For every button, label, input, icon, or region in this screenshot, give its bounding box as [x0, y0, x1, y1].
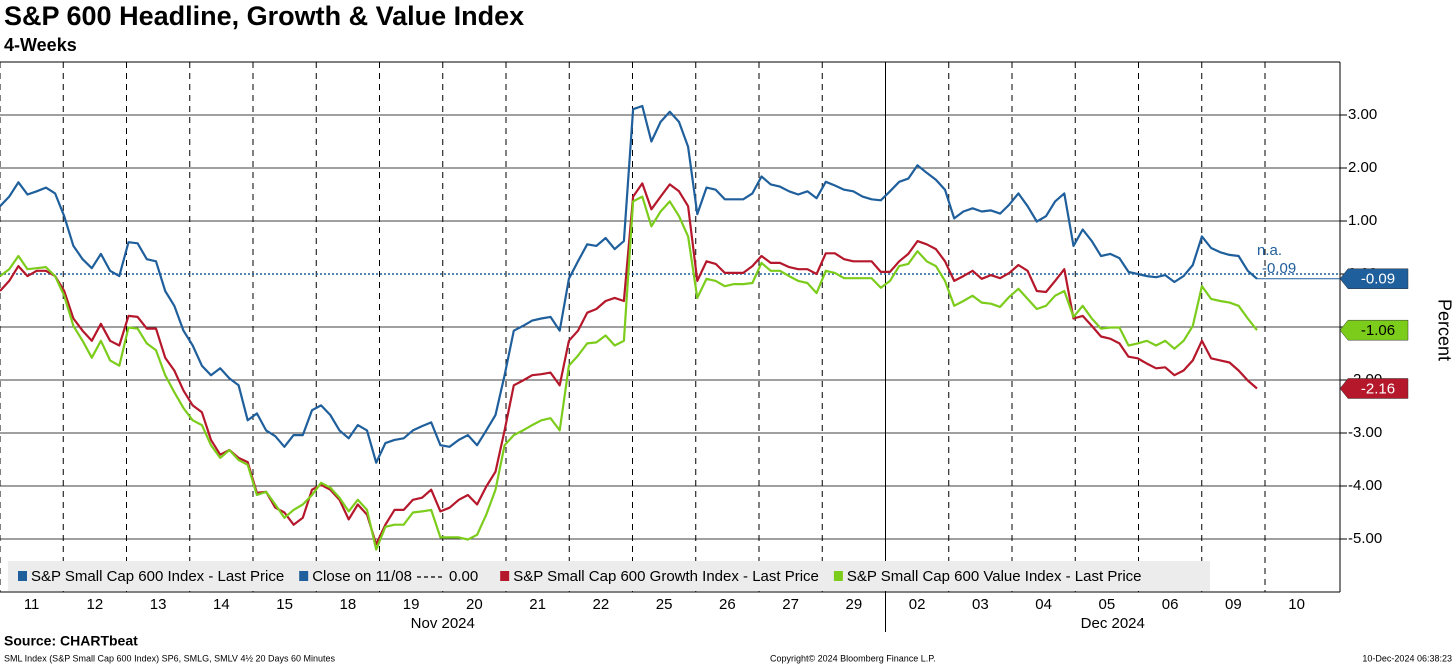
x-group-label: Dec 2024 [1081, 615, 1145, 632]
timestamp: 10-Dec-2024 06:38:23 [1362, 653, 1452, 663]
legend-swatch [833, 571, 843, 581]
y-tick-label: -5.00 [1348, 530, 1382, 547]
source: Source: CHARTbeat [4, 633, 138, 649]
legend-box [8, 561, 1210, 591]
series-line [0, 195, 1258, 551]
series-line [0, 104, 1258, 464]
legend-swatch [299, 571, 309, 581]
annotation: n.a. [1257, 242, 1282, 259]
x-tick-label: 03 [972, 596, 989, 613]
x-tick-label: 25 [656, 596, 673, 613]
y-tick-label: 3.00 [1348, 106, 1377, 123]
x-tick-label: 11 [24, 596, 40, 613]
chart-title: S&P 600 Headline, Growth & Value Index [4, 1, 524, 31]
last-value-label: -0.09 [1361, 271, 1395, 288]
x-tick-label: 19 [403, 596, 420, 613]
last-value-badge [1339, 319, 1409, 341]
last-value-badge [1339, 378, 1409, 399]
y-tick-label: -4.00 [1348, 477, 1382, 494]
x-tick-label: 12 [87, 596, 104, 613]
x-group-label: Nov 2024 [411, 615, 475, 632]
x-tick-label: 10 [1288, 596, 1305, 613]
y-tick-label: 2.00 [1348, 159, 1377, 176]
x-tick-label: 20 [466, 596, 483, 613]
x-tick-label: 13 [150, 596, 167, 613]
x-tick-label: 14 [213, 596, 230, 613]
x-tick-label: 21 [529, 596, 546, 613]
x-tick-label: 06 [1162, 596, 1179, 613]
copyright: Copyright© 2024 Bloomberg Finance L.P. [770, 653, 936, 663]
legend-label: Close on 11/08 [312, 568, 412, 585]
x-tick-label: 05 [1099, 596, 1116, 613]
series-line [0, 182, 1258, 546]
x-tick-label: 18 [340, 596, 357, 613]
x-tick-label: 29 [846, 596, 863, 613]
annotation: -0.09 [1262, 260, 1296, 277]
legend-value: 0.00 [449, 568, 478, 585]
legend-swatch [18, 571, 27, 581]
y-axis-label: Percent [1434, 299, 1454, 361]
y-tick-label: 1.00 [1348, 212, 1377, 229]
last-value-label: -2.16 [1361, 380, 1395, 397]
legend-label: S&P Small Cap 600 Growth Index - Last Pr… [513, 568, 819, 585]
x-tick-label: 04 [1035, 596, 1052, 613]
x-tick-label: 27 [782, 596, 799, 613]
chart-subtitle: 4-Weeks [4, 35, 77, 55]
legend-label: S&P Small Cap 600 Value Index - Last Pri… [847, 568, 1142, 585]
x-tick-label: 22 [593, 596, 610, 613]
last-value-badge [1339, 268, 1409, 290]
legend-swatch [500, 571, 510, 581]
x-tick-label: 02 [909, 596, 926, 613]
y-tick-label: -3.00 [1348, 424, 1382, 441]
last-value-label: -1.06 [1361, 322, 1395, 339]
x-tick-label: 09 [1225, 596, 1242, 613]
x-tick-label: 26 [719, 596, 736, 613]
details: SML Index (S&P Small Cap 600 Index) SP6,… [4, 653, 335, 663]
x-tick-label: 15 [276, 596, 293, 613]
legend-label: S&P Small Cap 600 Index - Last Price [31, 568, 284, 585]
